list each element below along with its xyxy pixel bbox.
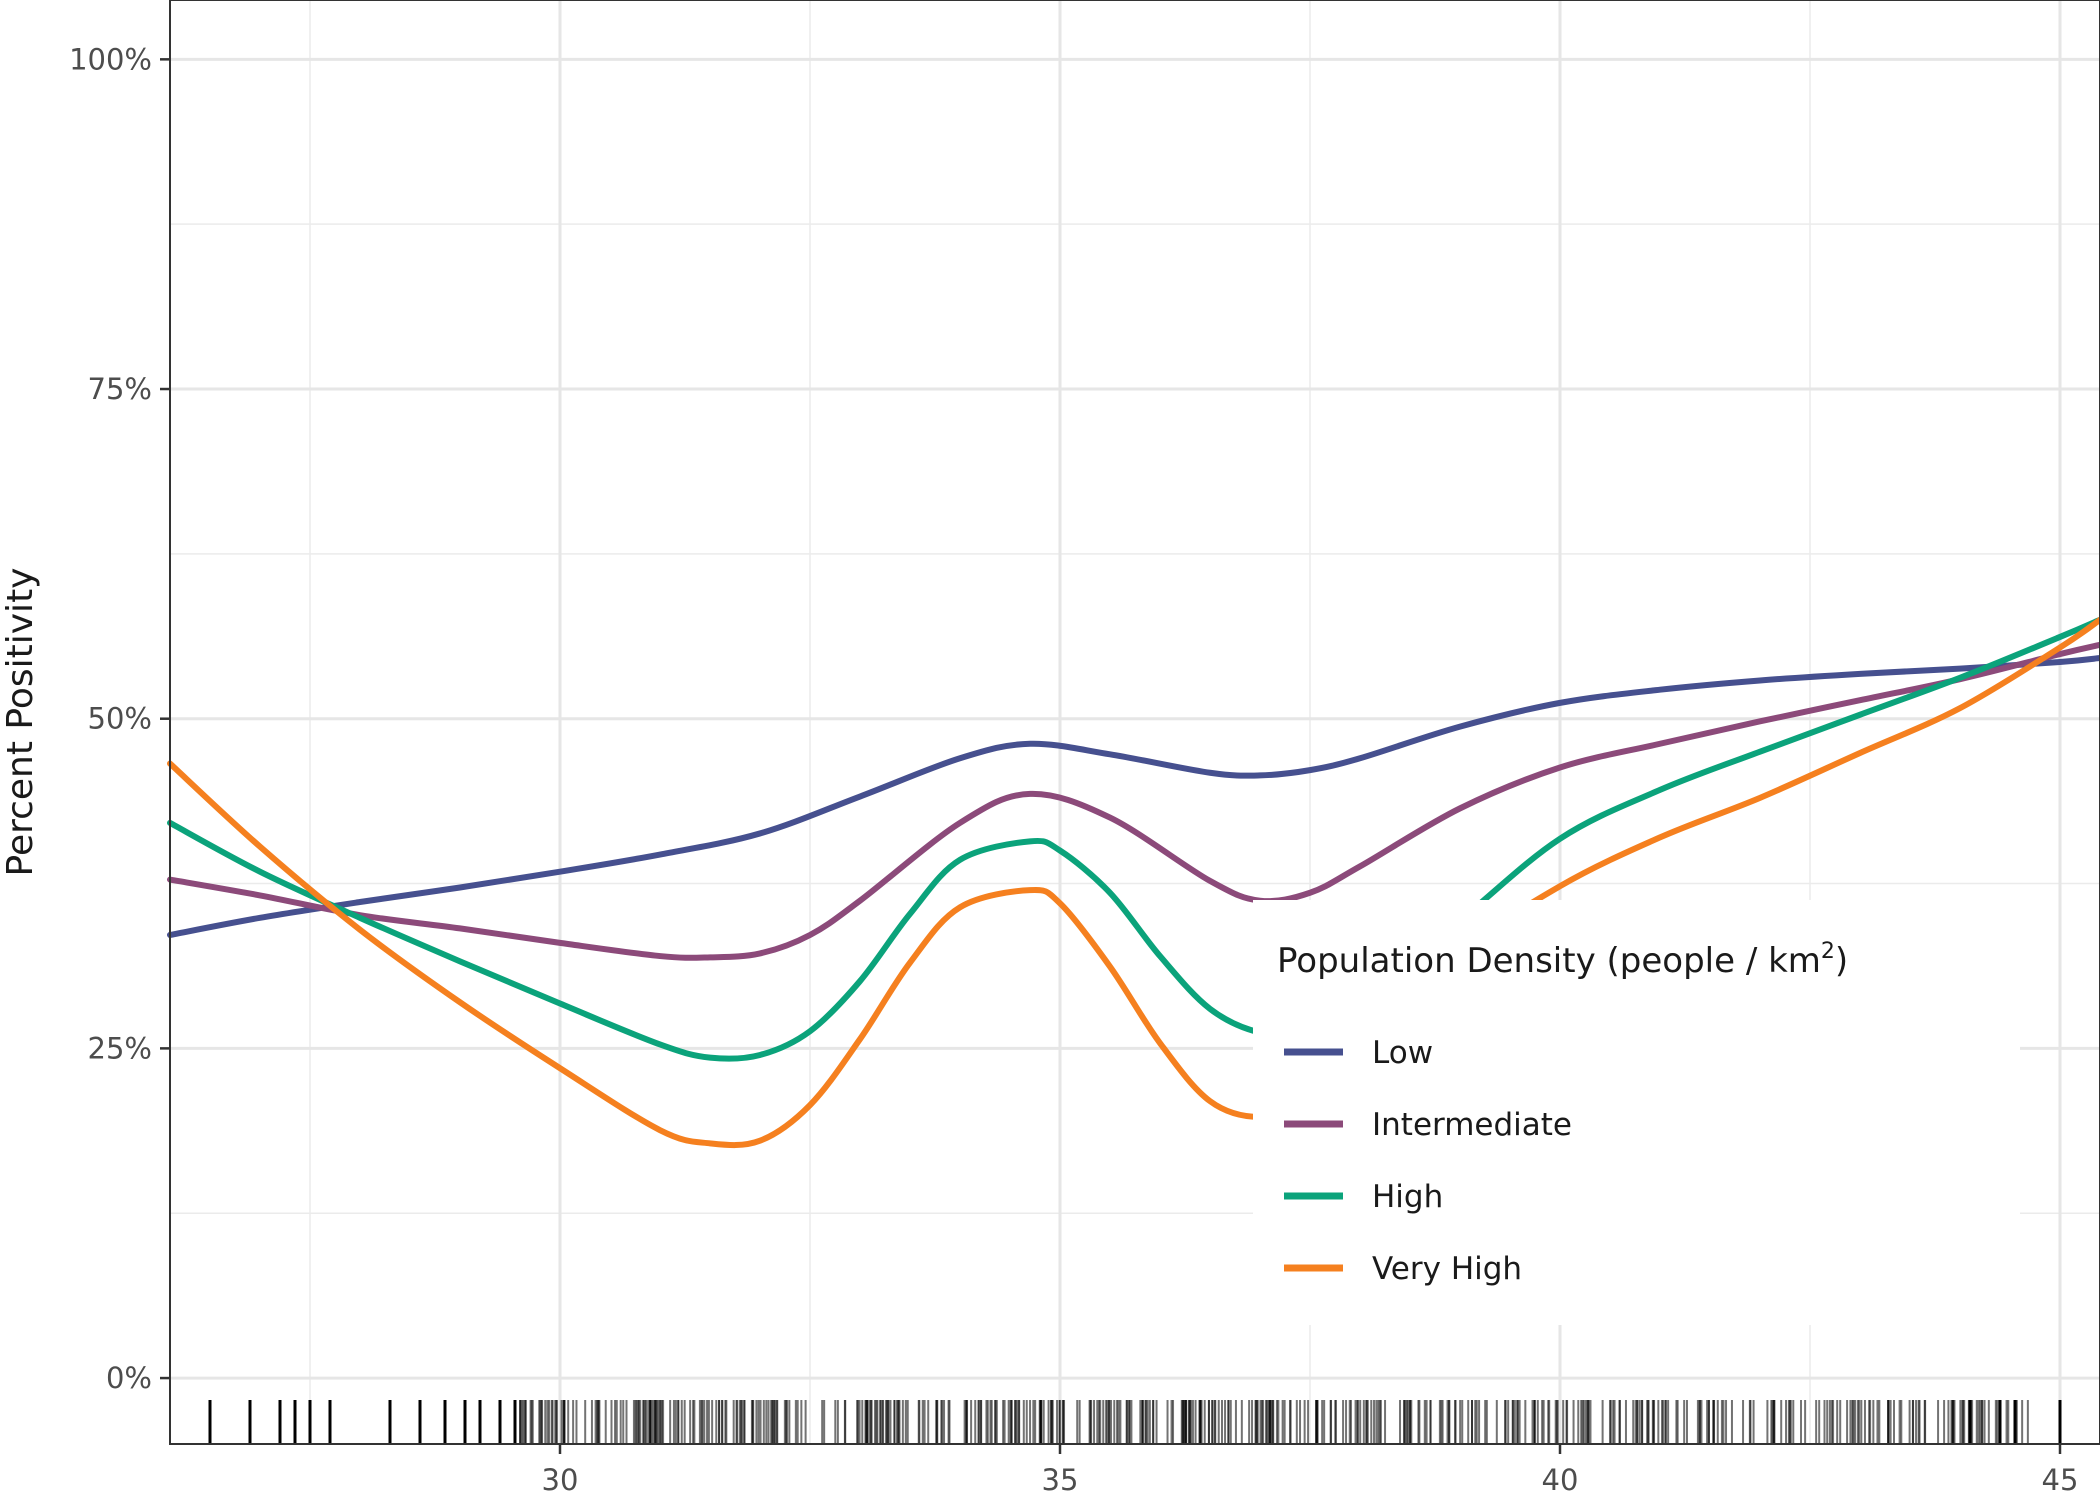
plot-border <box>169 0 2100 1445</box>
legend-title: Population Density (people / km2) <box>1277 939 1848 981</box>
series-line-low <box>167 655 2100 938</box>
legend-background <box>1253 900 2020 1325</box>
legend-label-very-high: Very High <box>1372 1251 1522 1287</box>
x-tick-label: 40 <box>1542 1463 1579 1497</box>
y-axis: 0% 25% 50% 75% 100% <box>69 42 170 1395</box>
y-tick-label: 75% <box>88 372 152 406</box>
legend-label-low: Low <box>1372 1035 1433 1071</box>
series-lines <box>167 616 2100 1149</box>
legend-label-high: High <box>1372 1179 1443 1215</box>
legend-items: Low Intermediate High Very High <box>1284 1035 1572 1287</box>
y-tick-label: 25% <box>88 1031 152 1065</box>
rug-marks <box>208 1400 2062 1444</box>
x-axis: 30 35 40 45 <box>542 1444 2079 1497</box>
series-line-intermediate <box>167 641 2100 961</box>
legend-title-superscript: 2 <box>1821 939 1835 964</box>
y-axis-title: Percent Positivity <box>0 568 41 877</box>
series-line-very-high <box>167 616 2100 1149</box>
y-tick-label: 0% <box>106 1361 152 1395</box>
legend-label-intermediate: Intermediate <box>1372 1107 1572 1143</box>
legend: Population Density (people / km2) Low Int… <box>1253 900 2020 1325</box>
x-tick-label: 30 <box>542 1463 579 1497</box>
x-tick-label: 45 <box>2042 1463 2079 1497</box>
x-tick-label: 35 <box>1042 1463 1079 1497</box>
series-line-high <box>167 616 2100 1062</box>
y-tick-label: 50% <box>88 702 152 736</box>
y-tick-label: 100% <box>69 42 152 76</box>
